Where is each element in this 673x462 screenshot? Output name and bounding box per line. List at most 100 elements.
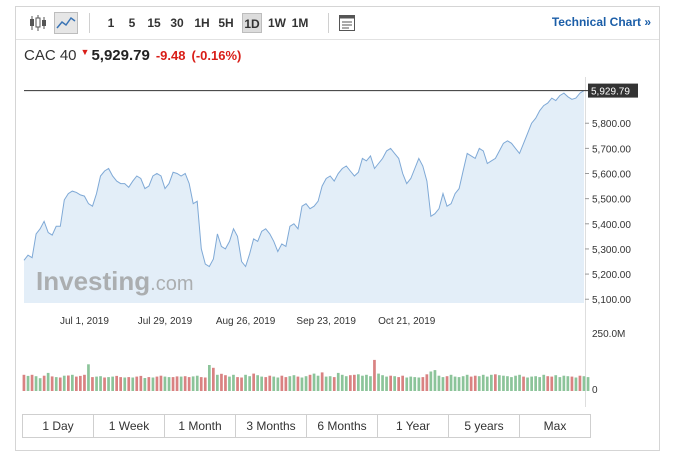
volume-bar xyxy=(288,376,292,391)
volume-bar xyxy=(151,377,155,391)
area-chart-icon[interactable] xyxy=(54,12,78,34)
volume-bar xyxy=(514,375,517,391)
candlestick-chart-icon[interactable] xyxy=(28,12,48,34)
volume-bar xyxy=(79,375,82,391)
volume-bar xyxy=(522,376,525,391)
interval-button-1m[interactable]: 1M xyxy=(291,16,309,30)
volume-bar xyxy=(240,377,243,391)
y-tick-label: 5,600.00 xyxy=(592,170,631,181)
volume-bar xyxy=(163,376,167,391)
volume-bar xyxy=(159,375,163,391)
volume-bar xyxy=(377,373,380,391)
volume-bar xyxy=(550,376,554,391)
volume-bar xyxy=(95,376,98,391)
period-button-3-months[interactable]: 3 Months xyxy=(236,415,307,437)
volume-bar xyxy=(300,377,304,391)
y-tick-label: 5,700.00 xyxy=(592,144,631,155)
price-line xyxy=(23,90,585,268)
watermark: Investing.com xyxy=(36,266,193,296)
interval-button-5h[interactable]: 5H xyxy=(218,16,234,30)
down-arrow-icon: ▼ xyxy=(80,47,90,57)
interval-button-1w[interactable]: 1W xyxy=(268,16,286,30)
volume-bar xyxy=(490,374,493,391)
interval-button-1[interactable]: 1 xyxy=(107,16,115,30)
volume-bar xyxy=(58,377,62,391)
volume-bar xyxy=(260,376,263,391)
volume-bar xyxy=(526,377,529,391)
volume-bar xyxy=(191,376,195,391)
volume-bar xyxy=(123,377,127,391)
x-tick-label: Jul 29, 2019 xyxy=(138,316,193,327)
volume-bar xyxy=(34,376,38,391)
interval-button-5[interactable]: 5 xyxy=(128,16,136,30)
volume-bar xyxy=(127,377,131,391)
volume-bar xyxy=(264,377,268,391)
volume-zero-label: 0 xyxy=(592,385,598,396)
period-button-1-month[interactable]: 1 Month xyxy=(165,415,236,437)
volume-bar xyxy=(558,377,562,391)
volume-bar xyxy=(26,375,30,391)
period-button-1-day[interactable]: 1 Day xyxy=(23,415,94,437)
volume-bar xyxy=(280,375,284,391)
volume-bar xyxy=(50,376,54,391)
period-button-max[interactable]: Max xyxy=(543,419,567,433)
toolbar-divider xyxy=(89,13,90,33)
volume-bar xyxy=(405,377,409,391)
indicators-icon[interactable] xyxy=(337,12,357,34)
period-button-1-week[interactable]: 1 Week xyxy=(94,415,165,437)
volume-bar xyxy=(477,376,481,391)
volume-bar xyxy=(538,377,541,391)
volume-bar xyxy=(83,374,86,391)
volume-bar xyxy=(183,376,187,391)
volume-bar xyxy=(42,375,46,391)
y-tick-label: 5,300.00 xyxy=(592,245,631,256)
volume-bar xyxy=(75,376,78,391)
quote-header: CAC 40 ▼ 5,929.79 -9.48 (-0.16%) xyxy=(24,47,241,67)
volume-bar xyxy=(570,376,574,391)
period-button-1-year[interactable]: 1 Year xyxy=(378,415,449,437)
volume-bar xyxy=(485,376,489,391)
volume-bar xyxy=(510,377,513,391)
volume-bar xyxy=(91,377,94,391)
volume-bar xyxy=(111,376,114,391)
volume-bar xyxy=(332,377,336,391)
volume-bar xyxy=(268,375,272,391)
volume-bar xyxy=(494,374,497,391)
volume-bar xyxy=(67,375,70,391)
volume-bar xyxy=(320,372,324,391)
volume-bar xyxy=(115,375,118,391)
volume-bar xyxy=(30,374,34,391)
volume-bar xyxy=(449,374,453,391)
volume-bar xyxy=(344,376,348,391)
volume-bar xyxy=(155,376,159,391)
volume-bar xyxy=(244,374,247,391)
volume-bar xyxy=(582,376,586,391)
period-button-6-months[interactable]: 6 Months xyxy=(307,415,378,437)
volume-bar xyxy=(195,375,199,391)
volume-bar xyxy=(187,377,191,391)
last-price-box xyxy=(588,83,638,98)
technical-chart-link[interactable]: Technical Chart » xyxy=(551,15,651,29)
volume-bar xyxy=(385,376,388,391)
interval-button-1h[interactable]: 1H xyxy=(194,16,210,30)
volume-bar xyxy=(562,375,566,391)
volume-bar xyxy=(228,376,231,391)
volume-bar xyxy=(103,377,106,391)
volume-bar xyxy=(498,375,501,391)
interval-button-1d[interactable]: 1D xyxy=(242,13,262,33)
interval-button-30[interactable]: 30 xyxy=(170,16,184,30)
period-button-5-years[interactable]: 5 years xyxy=(449,415,520,437)
interval-button-15[interactable]: 15 xyxy=(147,16,161,30)
price-change: -9.48 xyxy=(155,48,186,63)
period-selector: 1 Day 1 Week 1 Month 3 Months 6 Months 1 Year… xyxy=(22,414,591,438)
volume-bar xyxy=(292,375,296,391)
volume-bar xyxy=(46,372,50,391)
volume-bar xyxy=(147,377,151,391)
volume-bar xyxy=(425,374,429,391)
volume-bar xyxy=(135,376,139,391)
volume-bar xyxy=(324,376,328,391)
volume-bar xyxy=(308,374,312,391)
volume-bar xyxy=(87,364,90,391)
volume-bar xyxy=(518,374,521,391)
volume-bar xyxy=(361,375,364,391)
